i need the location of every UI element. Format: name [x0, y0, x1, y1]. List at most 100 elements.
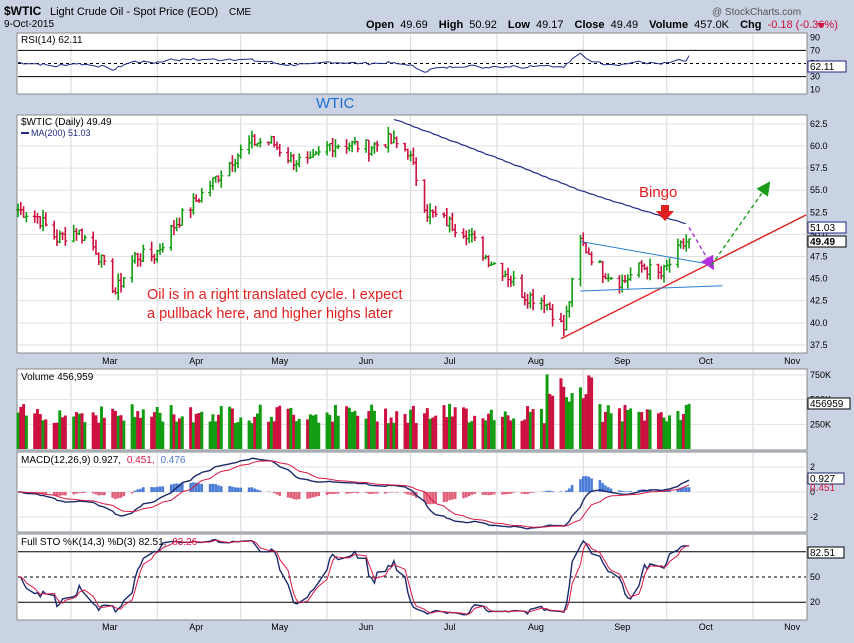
- sto-tick-label: 20: [810, 597, 820, 607]
- svg-text:0.451: 0.451: [810, 483, 835, 494]
- volume-bar: [248, 420, 251, 449]
- volume-bar: [181, 416, 184, 449]
- macd-label-signal: 0.451,: [127, 455, 155, 466]
- volume-bar: [443, 405, 446, 449]
- macd-histogram-bar: [161, 486, 164, 492]
- macd-histogram-bar: [131, 492, 134, 493]
- macd-histogram-bar: [523, 492, 526, 494]
- macd-histogram-bar: [590, 478, 593, 492]
- svg-text:62.11: 62.11: [810, 62, 835, 73]
- macd-histogram-bar: [334, 492, 337, 494]
- volume-bar: [509, 420, 512, 449]
- close-value: 49.49: [611, 19, 639, 31]
- macd-histogram-bar: [45, 492, 48, 494]
- macd-histogram-bar: [134, 491, 137, 492]
- volume-value-tag: 456959: [808, 398, 850, 410]
- volume-bar: [543, 423, 546, 449]
- macd-histogram-bar: [84, 492, 87, 493]
- month-tick-label: Apr: [189, 622, 203, 632]
- volume-bar: [548, 394, 551, 449]
- volume-bar: [473, 416, 476, 449]
- macd-histogram-bar: [209, 484, 212, 492]
- macd-histogram-bar: [290, 492, 293, 498]
- macd-tick-label: 2: [810, 462, 815, 472]
- volume-bar: [604, 412, 607, 449]
- volume-bar: [295, 421, 298, 449]
- volume-bar: [117, 416, 120, 449]
- macd-histogram-bar: [237, 488, 240, 492]
- macd-histogram-bar: [273, 492, 276, 493]
- volume-bar: [253, 417, 256, 449]
- macd-histogram-bar: [582, 476, 585, 492]
- macd-histogram-bar: [351, 492, 354, 493]
- volume-bar: [523, 419, 526, 449]
- macd-histogram-bar: [295, 492, 298, 500]
- high-label: High: [439, 19, 464, 31]
- volume-bar: [551, 396, 554, 449]
- macd-histogram-bar: [239, 488, 242, 492]
- macd-histogram-bar: [159, 487, 162, 492]
- macd-histogram-bar: [493, 492, 496, 494]
- volume-bar: [682, 414, 685, 449]
- volume-bar: [278, 406, 281, 449]
- macd-histogram-bar: [507, 492, 510, 494]
- macd-histogram-bar: [331, 492, 334, 494]
- volume-bar: [259, 405, 262, 449]
- volume-bar: [239, 417, 242, 449]
- volume-bar: [679, 420, 682, 449]
- macd-histogram-bar: [298, 492, 301, 499]
- volume-bar: [512, 418, 515, 449]
- macd-histogram-bar: [212, 484, 215, 492]
- price-tick-label: 45.0: [810, 274, 828, 284]
- volume-bar: [607, 405, 610, 449]
- macd-tick-label: -2: [810, 512, 818, 522]
- volume-bar: [131, 404, 134, 449]
- price-tick-label: 37.5: [810, 340, 828, 350]
- macd-histogram-bar: [234, 487, 237, 492]
- volume-bar: [665, 421, 668, 449]
- volume-bar: [387, 423, 390, 449]
- volume-bar: [150, 417, 153, 449]
- volume-bar: [159, 413, 162, 449]
- macd-histogram-bar: [465, 492, 468, 498]
- macd-histogram-bar: [688, 487, 691, 492]
- macd-histogram-bar: [142, 487, 145, 492]
- volume-bar: [39, 414, 42, 449]
- macd-histogram-bar: [551, 491, 554, 492]
- macd-histogram-bar: [220, 486, 223, 492]
- month-tick-label: Jul: [444, 622, 456, 632]
- volume-bar: [197, 413, 200, 449]
- macd-histogram-bar: [309, 492, 312, 498]
- volume-value: 457.0K: [694, 19, 730, 31]
- volume-bar: [520, 421, 523, 449]
- volume-bar: [621, 421, 624, 449]
- macd-histogram-bar: [618, 490, 621, 492]
- volume-bar: [136, 411, 139, 449]
- price-tick-label: 55.0: [810, 185, 828, 195]
- volume-bar: [662, 418, 665, 449]
- volume-bar: [306, 419, 309, 449]
- macd-histogram-bar: [251, 487, 254, 492]
- volume-bar: [348, 408, 351, 449]
- volume-bar: [490, 410, 493, 449]
- volume-bar: [209, 421, 212, 449]
- macd-histogram-bar: [189, 483, 192, 492]
- volume-bar: [270, 417, 273, 449]
- ohlc-readout: Open 49.69 High 50.92 Low 49.17 Close 49…: [366, 19, 838, 31]
- chg-label: Chg: [740, 19, 761, 31]
- volume-bar: [582, 398, 585, 449]
- macd-histogram-bar: [256, 490, 259, 492]
- chg-value: -0.18 (-0.36%): [768, 19, 838, 31]
- volume-bar: [214, 421, 217, 449]
- volume-bar: [571, 393, 574, 449]
- price-tick-label: 40.0: [810, 318, 828, 328]
- macd-histogram-bar: [75, 492, 78, 494]
- volume-bar: [559, 378, 562, 449]
- volume-bar: [448, 404, 451, 449]
- volume-bar: [546, 374, 549, 449]
- volume-bar: [465, 409, 468, 449]
- volume-tick-label: 750K: [810, 370, 831, 380]
- macd-histogram-bar: [543, 491, 546, 492]
